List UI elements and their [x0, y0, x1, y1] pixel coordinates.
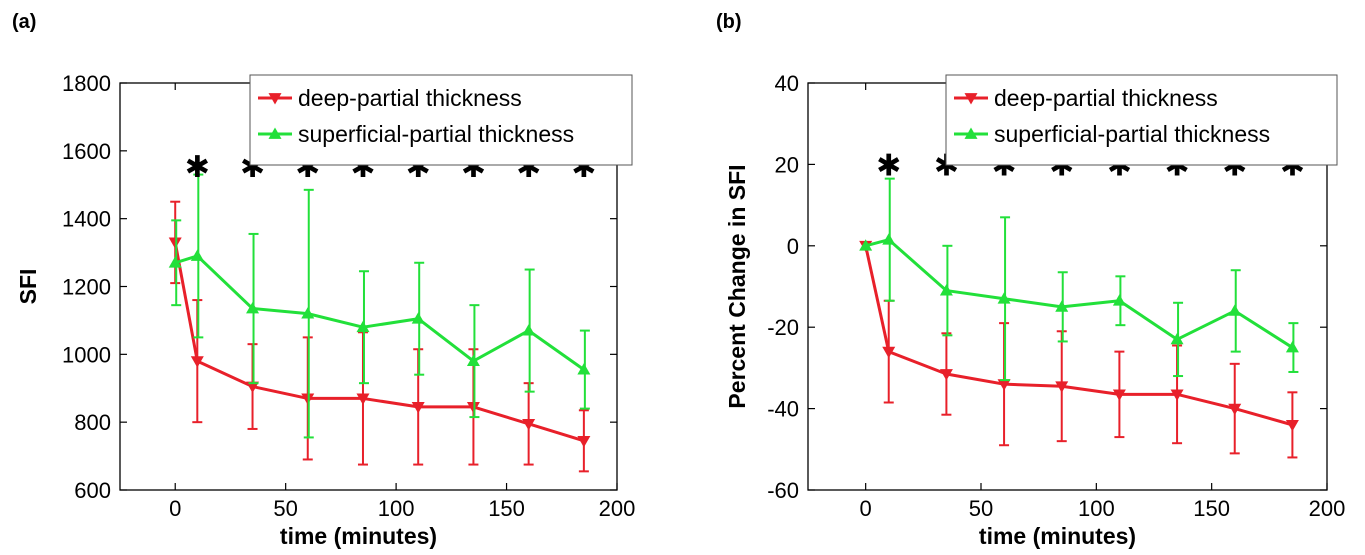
data-point	[859, 239, 873, 251]
series-superficial-partial	[859, 177, 1299, 382]
y-tick-label: 1600	[62, 139, 111, 164]
y-tick-label: 1000	[62, 342, 111, 367]
legend-marker	[268, 127, 282, 139]
data-point	[997, 379, 1011, 391]
legend: deep-partial thickness superficial-partia…	[249, 74, 633, 166]
x-tick-label: 0	[169, 496, 181, 521]
legend-label: deep-partial thickness	[298, 85, 522, 111]
data-point	[190, 249, 204, 261]
data-point	[411, 312, 425, 324]
data-point	[356, 393, 370, 405]
data-point	[939, 284, 953, 296]
data-point	[1112, 389, 1126, 401]
x-tick-label: 150	[1193, 496, 1230, 521]
data-point	[356, 320, 370, 333]
data-point	[1055, 300, 1069, 312]
legend: deep-partial thickness superficial-partia…	[945, 74, 1338, 166]
data-point	[577, 435, 591, 448]
chart-panel-b: (b) 0 50 100 150 200 -60 -40 -20 0 20 40 time (minut…	[716, 11, 1345, 549]
data-point	[1055, 381, 1069, 393]
data-point	[939, 369, 953, 381]
data-point	[522, 324, 536, 336]
x-tick-label: 100	[1078, 496, 1115, 521]
y-tick-label: 20	[775, 152, 799, 177]
data-point	[466, 354, 480, 366]
data-point	[1170, 332, 1184, 345]
data-point	[882, 346, 896, 359]
data-point	[301, 307, 315, 319]
y-tick-label: 600	[74, 478, 111, 503]
data-point	[1228, 403, 1242, 416]
y-tick-label: 40	[775, 71, 799, 96]
y-tick-label: 0	[787, 234, 799, 259]
x-tick-label: 0	[860, 496, 872, 521]
series-line	[173, 242, 585, 443]
series-superficial-partial	[168, 173, 591, 439]
legend-marker	[964, 93, 978, 105]
x-tick-label: 50	[273, 496, 297, 521]
x-axis-label: time (minutes)	[979, 523, 1136, 549]
x-tick-label: 50	[969, 496, 993, 521]
data-point	[1170, 389, 1184, 401]
data-point	[522, 418, 536, 431]
y-tick-label: 1200	[62, 275, 111, 300]
data-point	[411, 402, 425, 414]
legend-label: deep-partial thickness	[994, 85, 1218, 111]
series-line	[865, 238, 1294, 349]
y-tick-label: 1400	[62, 207, 111, 232]
legend-marker	[964, 127, 978, 139]
x-tick-label: 150	[488, 496, 525, 521]
data-point	[246, 381, 260, 394]
data-point	[1228, 304, 1242, 316]
data-point	[882, 233, 896, 245]
y-axis-label: SFI	[15, 269, 41, 305]
x-tick-label: 200	[599, 496, 636, 521]
data-point	[168, 256, 182, 268]
legend-label: superficial-partial thickness	[994, 121, 1270, 147]
chart-panel-a: (a) 0 50 100 150 200 600 800 1000 1200 1400 1600 180…	[12, 11, 635, 549]
y-tick-label: -20	[767, 315, 799, 340]
data-point	[1285, 420, 1299, 432]
legend-label: superficial-partial thickness	[298, 121, 574, 147]
data-point	[1112, 294, 1126, 306]
series-deep-partial	[168, 200, 591, 473]
series-line	[864, 245, 1293, 427]
y-tick-label: -60	[767, 478, 799, 503]
series-deep-partial	[859, 240, 1299, 459]
y-tick-label: 800	[74, 410, 111, 435]
legend-box	[945, 74, 1338, 166]
y-axis-label: Percent Change in SFI	[724, 164, 750, 408]
data-point	[997, 292, 1011, 304]
data-point	[1285, 341, 1299, 353]
data-point	[246, 302, 260, 314]
y-tick-label: -40	[767, 397, 799, 422]
legend-box	[249, 74, 633, 166]
panel-label: (b)	[716, 11, 742, 33]
significance-star: ✱	[876, 148, 901, 183]
legend-marker	[268, 93, 282, 105]
series-line	[174, 254, 585, 371]
significance-star: ✱	[185, 150, 210, 185]
y-tick-label: 1800	[62, 71, 111, 96]
data-point	[190, 356, 204, 368]
x-axis-label: time (minutes)	[280, 523, 437, 549]
x-tick-label: 200	[1309, 496, 1346, 521]
data-point	[577, 363, 591, 375]
panel-label: (a)	[12, 11, 36, 33]
x-tick-label: 100	[378, 496, 415, 521]
